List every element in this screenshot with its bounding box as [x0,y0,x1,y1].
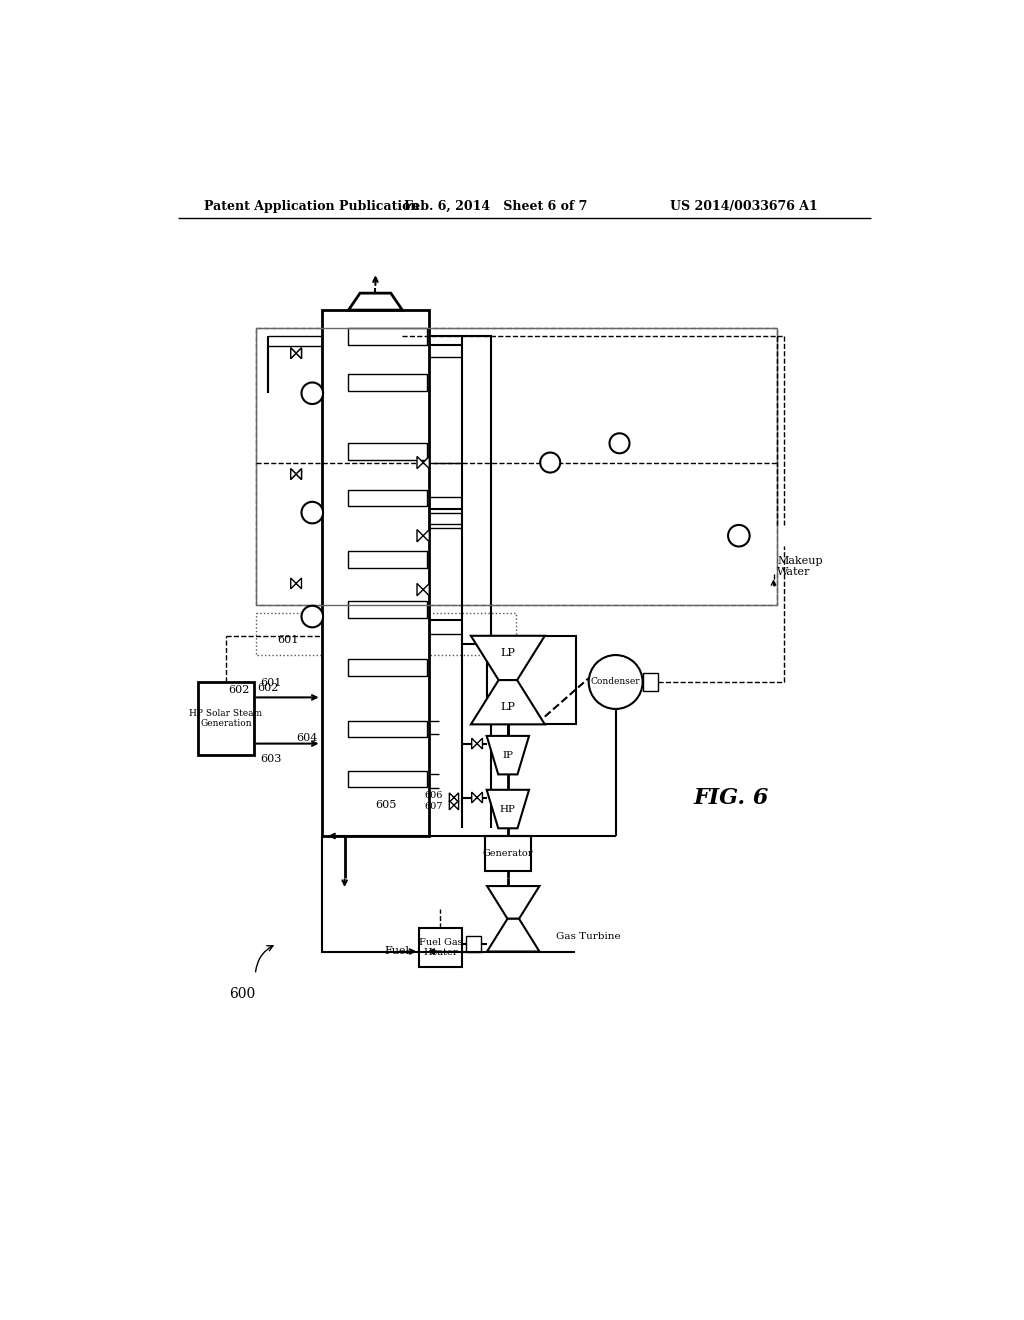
Bar [487,636,575,725]
Text: Gas Turbine: Gas Turbine [556,932,621,941]
Polygon shape [487,919,540,952]
Polygon shape [471,680,545,725]
Polygon shape [450,800,459,810]
Text: Patent Application Publication: Patent Application Publication [204,199,419,213]
Bar [348,374,427,391]
Circle shape [609,433,630,453]
Text: LP: LP [501,702,515,713]
Text: 606: 606 [424,792,442,800]
Text: 600: 600 [229,987,255,1001]
Text: Generator: Generator [482,849,534,858]
Bar [348,601,427,618]
Bar [348,721,427,738]
Polygon shape [486,789,529,829]
Polygon shape [348,293,402,310]
Circle shape [728,525,750,546]
Polygon shape [291,348,301,359]
Text: 602: 602 [258,684,279,693]
Text: Fuel: Fuel [385,946,410,957]
Bar [322,310,429,836]
Text: Condenser: Condenser [591,677,640,686]
Bar [466,936,481,952]
Text: Makeup
Water: Makeup Water [777,556,823,577]
Bar [348,327,427,345]
Text: 602: 602 [228,685,250,694]
Polygon shape [291,578,301,589]
Circle shape [301,383,323,404]
Polygon shape [472,792,482,803]
Text: 603: 603 [260,754,282,764]
Polygon shape [291,469,301,479]
Bar [256,612,515,655]
Polygon shape [291,348,301,359]
Polygon shape [471,636,545,680]
Bar [256,327,777,605]
Text: IP: IP [503,751,513,759]
Bar [643,673,658,692]
Polygon shape [450,793,459,803]
Bar [348,444,427,461]
Text: 601: 601 [276,635,298,644]
Circle shape [301,606,323,627]
Bar [348,659,427,676]
Text: Feb. 6, 2014   Sheet 6 of 7: Feb. 6, 2014 Sheet 6 of 7 [403,199,588,213]
Bar [348,552,427,568]
Text: 605: 605 [375,800,396,810]
Text: LP: LP [501,648,515,657]
Text: 607: 607 [424,803,442,812]
Bar [199,682,254,755]
Bar [419,928,462,966]
Polygon shape [417,457,429,469]
Text: HP Solar Steam
Generation: HP Solar Steam Generation [189,709,262,729]
Polygon shape [417,529,429,543]
Text: 604: 604 [296,733,317,743]
Bar [348,490,427,507]
Polygon shape [486,737,529,775]
Bar [348,771,427,788]
Bar [484,836,531,871]
Text: FIG. 6: FIG. 6 [693,787,769,808]
Circle shape [301,502,323,523]
Text: HP: HP [500,805,516,813]
Circle shape [541,453,560,473]
Text: US 2014/0033676 A1: US 2014/0033676 A1 [670,199,817,213]
Polygon shape [291,469,301,479]
Text: Fuel Gas
Heater: Fuel Gas Heater [419,939,462,957]
Polygon shape [417,583,429,595]
Bar [256,327,777,605]
Text: 601: 601 [260,678,282,688]
Polygon shape [487,886,540,919]
Circle shape [589,655,643,709]
Polygon shape [472,738,482,748]
